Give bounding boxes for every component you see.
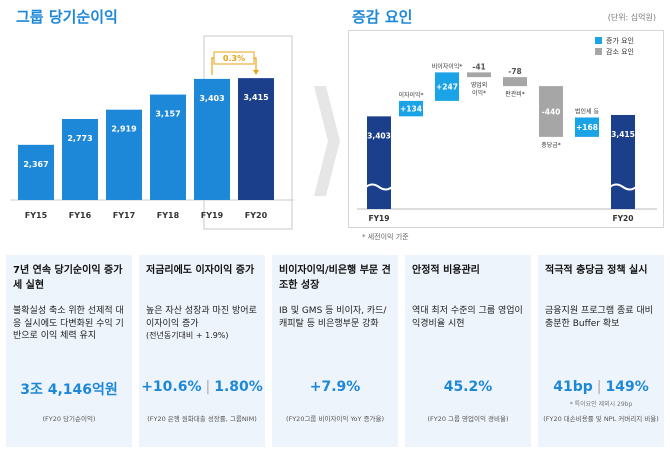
footnote: * 세전이익 기준 — [362, 233, 409, 241]
axis-break-icon — [609, 183, 637, 191]
bar-value-label: 2,367 — [23, 160, 48, 169]
waterfall-bar — [399, 100, 423, 117]
box-title: 적극적 충당금 정책 실시 — [545, 265, 648, 276]
x-tick-label: FY19 — [369, 214, 390, 223]
box-body-text: 높은 자산 성장과 마진 방어로 이자이익 증가 — [146, 306, 257, 329]
bar-value-label: 2,919 — [111, 125, 137, 134]
box-body: 높은 자산 성장과 마진 방어로 이자이익 증가 (전년동기대비 + 1.9%) — [146, 305, 258, 385]
bar-value-label: 3,157 — [155, 110, 180, 119]
waterfall-bar — [539, 86, 563, 137]
highlight-box-cost: 안정적 비용관리 역대 최저 수준의 그룹 영업이익경비율 시현 45.2% (… — [405, 255, 531, 447]
waterfall-bar — [575, 117, 599, 137]
box-footnote: (FY20 그룹 영업이익 경비율) — [427, 415, 509, 423]
net-income-chart: 2,367 FY15 2,773 FY16 2,919 FY17 3,157 FY18 3,40… — [6, 30, 296, 230]
box-metric: +10.6% | 1.80% — [141, 379, 263, 395]
waterfall-bar — [611, 114, 635, 209]
metric-value: 149% — [605, 379, 649, 395]
x-tick-label: FY17 — [113, 211, 135, 220]
highlight-box-provision: 적극적 충당금 정책 실시 금융지원 프로그램 종료 대비 충분한 Buffer… — [538, 255, 664, 447]
metric-value: 1.80% — [214, 379, 263, 395]
unit-label: (단위: 십억원) — [607, 13, 656, 22]
bar-value-label: -78 — [508, 67, 522, 76]
waterfall-bar — [467, 72, 491, 78]
box-title: 저금리에도 이자이익 증가 — [146, 265, 255, 276]
highlight-box-non-interest: 비이자이익/비은행 부문 견조한 성장 IB 및 GMS 등 비이자, 카드/캐… — [272, 255, 398, 447]
box-footnote: (FY20그룹 비이자이익 YoY 증가율) — [285, 415, 385, 423]
box-footnote: (FY20 은행 원화대출 성장률, 그룹NIM) — [147, 415, 257, 423]
x-tick-label: FY19 — [201, 211, 224, 220]
x-tick-label: FY15 — [25, 211, 48, 220]
box-body-small: (전년동기대비 + 1.9%) — [146, 331, 229, 341]
legend-decrease-swatch — [595, 48, 602, 55]
step-label: 비이자이익* — [432, 62, 463, 70]
bar-value-label: +134 — [400, 105, 422, 114]
bar-value-label: -41 — [472, 62, 486, 71]
step-label: 이익* — [472, 89, 486, 97]
bar-value-label: 2,773 — [67, 134, 92, 143]
metric-value: +7.9% — [309, 379, 361, 395]
bar-value-label: 3,403 — [199, 94, 224, 103]
box-title: 비이자이익/비은행 부문 견조한 성장 — [279, 265, 391, 291]
x-tick-label: FY16 — [69, 211, 92, 220]
box-subnote: * 특이요인 제외시 29bp — [569, 401, 633, 408]
step-label: 영업외 — [471, 81, 488, 89]
right-panel-title: 증감 요인 — [352, 8, 413, 26]
step-label: 이자이익* — [398, 91, 423, 99]
highlight-boxes: 7년 연속 당기순이익 증가세 실현 불확실성 축소 위한 선제적 대응 실시에… — [6, 255, 664, 447]
box-title: 7년 연속 당기순이익 증가세 실현 — [13, 265, 123, 291]
metric-value: 45.2% — [443, 379, 493, 395]
bar-value-label: +247 — [436, 83, 458, 92]
box-title: 안정적 비용관리 — [412, 265, 480, 276]
step-label: 법인세 등 — [575, 108, 599, 116]
box-metric: 41bp | 149% — [553, 379, 649, 395]
box-body: 불확실성 축소 위한 선제적 대응 실시에도 다변화된 수익 기반으로 이익 체… — [13, 306, 124, 342]
growth-label: 0.3% — [223, 54, 245, 63]
arrow-head-icon — [253, 69, 259, 75]
box-body: 역대 최저 수준의 그룹 영업이익경비율 시현 — [412, 306, 523, 329]
box-metric: 45.2% — [405, 379, 531, 395]
bar-FY15 — [18, 144, 54, 200]
axis-break-icon — [365, 183, 393, 191]
metric-value: 3조 4,146억원 — [20, 382, 118, 398]
growth-badge — [213, 51, 255, 65]
bar-value-label: 3,415 — [611, 130, 635, 139]
box-footnote: (FY20 대손비용률 및 NPL 커버리지 비율) — [543, 415, 659, 423]
waterfall-bar — [367, 116, 391, 209]
step-label: 판관비* — [505, 90, 525, 98]
x-tick-label: FY18 — [157, 211, 180, 220]
bar-FY19 — [194, 78, 230, 200]
highlight-box-net-income: 7년 연속 당기순이익 증가세 실현 불확실성 축소 위한 선제적 대응 실시에… — [6, 255, 132, 447]
box-body: 금융지원 프로그램 종료 대비 충분한 Buffer 확보 — [545, 306, 653, 329]
bar-value-label: -440 — [542, 108, 561, 117]
metric-value: +10.6% — [141, 379, 202, 395]
waterfall-bar — [435, 72, 459, 101]
x-tick-label: FY20 — [613, 214, 634, 223]
bar-value-label: 3,415 — [243, 93, 269, 102]
metric-value: 41bp — [553, 379, 593, 395]
bar-FY20 — [238, 78, 274, 200]
box-metric: +7.9% — [272, 379, 398, 395]
legend-increase-swatch — [595, 37, 602, 44]
step-label: 충당금* — [541, 141, 561, 149]
chevron-right-icon — [314, 86, 340, 196]
box-body: IB 및 GMS 등 비이자, 카드/캐피탈 등 비은행부문 강화 — [279, 306, 387, 329]
highlight-box-interest-income: 저금리에도 이자이익 증가 높은 자산 성장과 마진 방어로 이자이익 증가 (전… — [139, 255, 265, 447]
bar-FY17 — [106, 109, 142, 200]
bar-FY18 — [150, 94, 186, 200]
waterfall-bar — [503, 77, 527, 87]
x-tick-label: FY20 — [245, 211, 268, 220]
box-footnote: (FY20 당기순이익) — [42, 415, 96, 423]
bar-value-label: 3,403 — [367, 131, 391, 140]
box-metric: 3조 4,146억원 — [6, 379, 132, 399]
left-panel-title: 그룹 당기순이익 — [16, 8, 118, 26]
bar-FY16 — [62, 118, 98, 200]
legend-decrease-label: 감소 요인 — [606, 47, 634, 56]
legend-increase-label: 증가 요인 — [606, 36, 634, 45]
bar-value-label: +168 — [576, 123, 598, 132]
